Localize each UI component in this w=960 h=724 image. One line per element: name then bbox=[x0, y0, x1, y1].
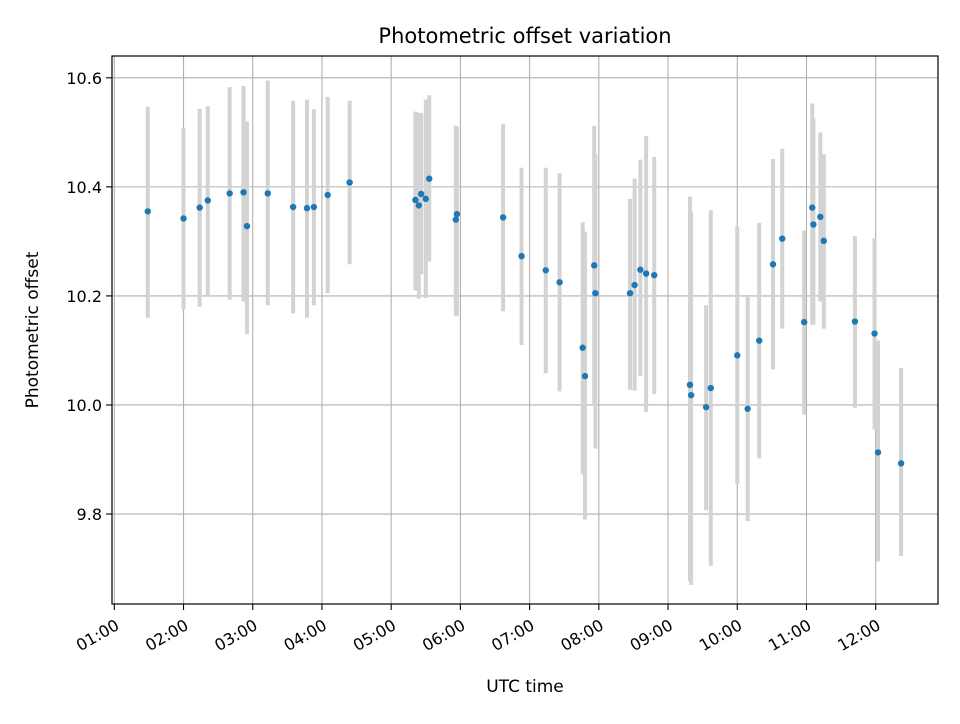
data-point bbox=[180, 215, 187, 222]
y-tick-label: 10.2 bbox=[66, 287, 102, 306]
data-point bbox=[415, 202, 423, 209]
data-point bbox=[769, 261, 777, 268]
data-point bbox=[243, 222, 251, 230]
data-point bbox=[144, 208, 151, 215]
data-point bbox=[422, 195, 429, 203]
data-point bbox=[452, 216, 459, 223]
y-axis-label: Photometric offset bbox=[23, 251, 43, 408]
data-point bbox=[518, 252, 525, 260]
data-point bbox=[289, 203, 297, 211]
data-point bbox=[810, 221, 817, 228]
data-point bbox=[240, 189, 247, 196]
y-tick-label: 9.8 bbox=[77, 505, 102, 524]
data-point bbox=[542, 267, 549, 274]
data-point bbox=[707, 384, 714, 392]
data-point bbox=[346, 179, 353, 186]
data-point bbox=[651, 272, 658, 279]
data-point bbox=[642, 270, 650, 277]
data-point bbox=[310, 203, 318, 211]
data-point bbox=[817, 213, 824, 221]
data-point bbox=[303, 204, 311, 212]
data-point bbox=[324, 191, 331, 199]
data-point bbox=[687, 391, 695, 399]
data-point bbox=[453, 210, 461, 218]
grid-layer bbox=[112, 56, 938, 604]
data-point bbox=[499, 214, 507, 221]
data-point bbox=[426, 175, 433, 182]
x-axis-label: UTC time bbox=[486, 677, 564, 697]
data-point bbox=[897, 460, 905, 467]
data-point bbox=[264, 190, 271, 197]
plot-frame bbox=[111, 55, 939, 605]
data-point bbox=[637, 266, 644, 273]
y-tick-label: 10.0 bbox=[66, 396, 102, 415]
data-point bbox=[874, 449, 882, 456]
data-point bbox=[755, 337, 763, 344]
y-tick-label: 10.6 bbox=[66, 69, 102, 88]
data-point bbox=[196, 204, 203, 211]
data-point bbox=[686, 381, 694, 388]
data-point bbox=[591, 262, 598, 269]
data-point bbox=[800, 318, 808, 326]
data-point bbox=[592, 289, 599, 297]
data-point bbox=[417, 190, 425, 198]
data-point bbox=[702, 403, 710, 411]
point-layer bbox=[144, 175, 905, 467]
y-tick-label: 10.4 bbox=[66, 178, 102, 197]
data-point bbox=[581, 372, 589, 380]
data-point bbox=[556, 279, 563, 286]
data-point bbox=[626, 289, 634, 297]
data-point bbox=[871, 330, 878, 337]
data-point bbox=[412, 196, 419, 204]
data-point bbox=[809, 204, 816, 211]
data-point bbox=[820, 237, 827, 245]
data-point bbox=[779, 235, 786, 242]
data-point bbox=[734, 352, 741, 359]
data-point bbox=[226, 190, 233, 197]
data-point bbox=[204, 197, 211, 204]
data-point bbox=[744, 405, 751, 412]
chart-title: Photometric offset variation bbox=[378, 24, 671, 48]
data-point bbox=[579, 344, 586, 351]
data-point bbox=[851, 318, 859, 325]
data-point bbox=[631, 281, 638, 289]
